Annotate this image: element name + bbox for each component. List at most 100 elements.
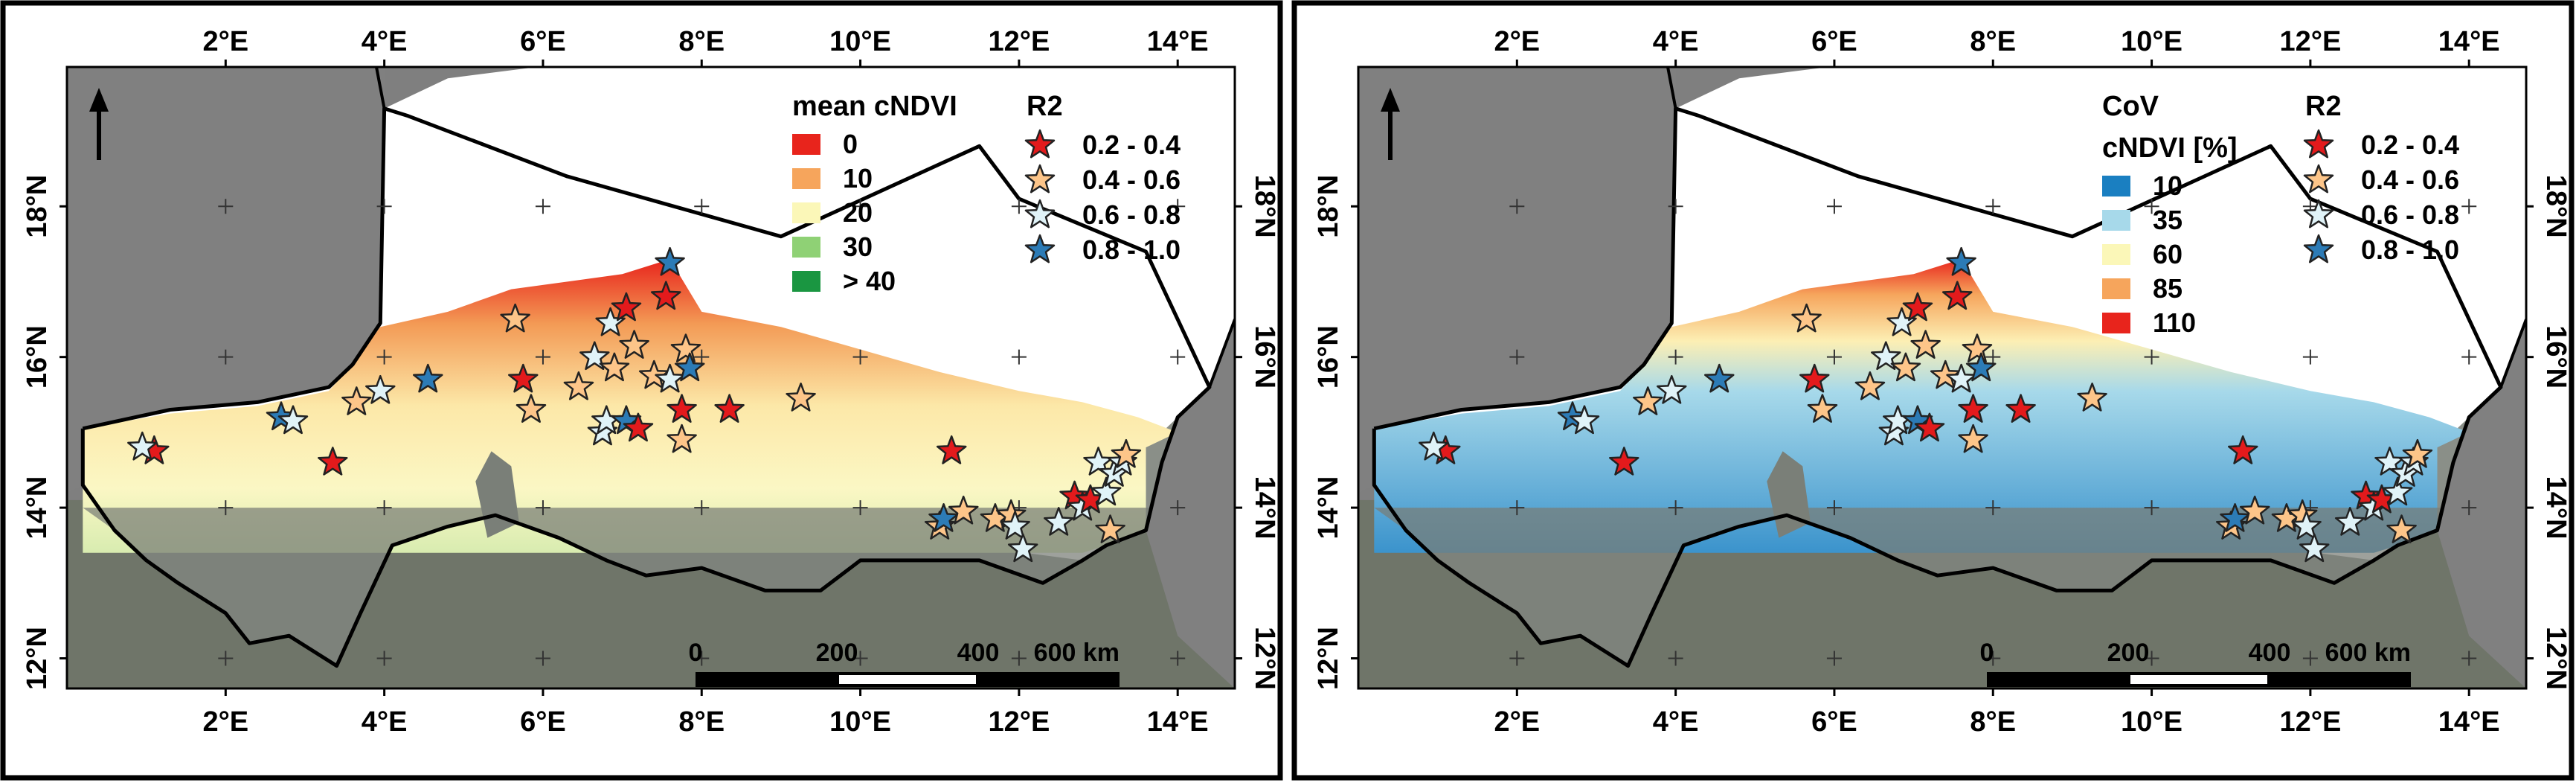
lat-tick-left: 12°N [22, 627, 53, 690]
station-star [1569, 405, 1600, 435]
graticule-cross [1011, 199, 1027, 214]
graticule-cross [1668, 199, 1683, 214]
station-star [667, 394, 697, 423]
lat-tick-right: 16°N [2540, 325, 2572, 389]
graticule-cross [1668, 651, 1683, 666]
graticule-cross [1170, 500, 1186, 516]
border-line [1666, 67, 1677, 324]
scale-bar: 0 200 400 600 km [689, 639, 1120, 687]
legend-swatch [2102, 313, 2130, 333]
scale-label: 600 km [2325, 639, 2411, 667]
station-star [1633, 386, 1663, 415]
lon-tick-bottom: 2°E [202, 706, 248, 738]
station-star [1890, 352, 1921, 382]
r2-legend-label: 0.4 - 0.6 [2361, 164, 2459, 195]
lat-tick-left: 18°N [22, 175, 53, 238]
lat-tick-left: 14°N [22, 476, 53, 540]
scale-label: 200 [816, 639, 858, 667]
panel-cov-cndvi: 2°E 2°E 4°E 4°E 6°E 6°E 8°E 8°E 10°E 10°E 12°E 12°E… [1291, 0, 2575, 781]
graticule-cross [1826, 349, 1842, 365]
panel-mean-cndvi: 2°E 2°E 4°E 4°E 6°E 6°E 8°E 8°E 10°E 10°E 12°E 12°E… [0, 0, 1283, 781]
graticule-cross [218, 651, 234, 666]
station-star [936, 435, 967, 464]
lon-tick-bottom: 14°E [1147, 706, 1209, 738]
station-star [2227, 435, 2258, 464]
lon-tick-bottom: 12°E [2279, 706, 2341, 738]
station-star [650, 281, 681, 310]
station-star [655, 363, 685, 393]
graticule-cross [2302, 651, 2318, 666]
station-star [928, 503, 959, 532]
r2-legend-star [1024, 234, 1056, 263]
lat-tick-right: 14°N [2540, 476, 2572, 540]
map-area [67, 67, 1235, 688]
lon-tick-bottom: 2°E [1494, 706, 1540, 738]
graticule-cross [376, 500, 392, 516]
scale-label: 400 [2249, 639, 2291, 667]
station-star [623, 412, 654, 442]
station-star [127, 431, 158, 461]
station-star [948, 495, 979, 525]
legend-label: 85 [2153, 273, 2182, 304]
legend-title: CoV [2102, 91, 2159, 122]
graticule-cross [694, 500, 710, 516]
station-star [670, 333, 701, 362]
graticule-cross [1985, 651, 2001, 666]
station-star [667, 424, 697, 453]
station-star [599, 352, 630, 382]
graticule-cross [2461, 651, 2477, 666]
lat-tick-right: 16°N [1249, 325, 1280, 389]
graticule-cross [2144, 651, 2159, 666]
station-star [1657, 374, 1687, 404]
graticule-cross [376, 651, 392, 666]
graticule-cross [852, 500, 868, 516]
legend-label: 110 [2153, 307, 2196, 338]
lat-tick-right: 18°N [2540, 175, 2572, 238]
station-star [1799, 363, 1830, 393]
station-star [2077, 383, 2107, 412]
border-line [80, 106, 1212, 668]
r2-legend-label: 0.2 - 0.4 [2361, 130, 2459, 160]
lon-tick-bottom: 8°E [1970, 706, 2016, 738]
station-star [563, 371, 594, 400]
r2-legend-label: 0.8 - 1.0 [1082, 234, 1181, 265]
legend-label: 35 [2153, 205, 2182, 235]
scale-label: 0 [689, 639, 703, 667]
graticule-cross [218, 199, 234, 214]
graticule-cross [1826, 651, 1842, 666]
legend-label: 30 [843, 231, 873, 262]
station-star [1871, 341, 1901, 371]
station-star [1791, 303, 1822, 333]
legend-swatch [792, 271, 820, 292]
r2-legend-label: 0.2 - 0.4 [1082, 130, 1181, 160]
lat-tick-left: 16°N [1313, 325, 1344, 389]
graticule-cross [1170, 651, 1186, 666]
country-mali [1358, 67, 1676, 493]
lon-tick-bottom: 10°E [2121, 706, 2182, 738]
station-star [1043, 507, 1074, 536]
station-star [413, 363, 443, 393]
lat-tick-right: 12°N [2540, 627, 2572, 690]
station-star [2291, 511, 2322, 540]
lon-tick-bottom: 4°E [1653, 706, 1699, 738]
lat-tick-left: 16°N [22, 325, 53, 389]
legend-label: 0 [843, 129, 858, 159]
scale-bar: 0 200 400 600 km [1980, 639, 2411, 687]
r2-legend-star [2303, 234, 2334, 263]
station-star [611, 292, 642, 322]
legend-swatch [792, 237, 820, 258]
border-line [2467, 319, 2526, 419]
station-star [1941, 281, 1973, 310]
graticule-cross [2461, 199, 2477, 214]
station-star [638, 359, 669, 389]
graticule-cross [694, 349, 710, 365]
station-star [1965, 352, 1997, 382]
graticule-cross [2461, 500, 2477, 516]
lon-tick-top: 6°E [1811, 26, 1857, 57]
legend-title: cNDVI [%] [2102, 132, 2238, 164]
lat-tick-right: 14°N [1249, 476, 1280, 540]
lon-tick-top: 8°E [1970, 26, 2016, 57]
country-chad [2437, 319, 2526, 688]
